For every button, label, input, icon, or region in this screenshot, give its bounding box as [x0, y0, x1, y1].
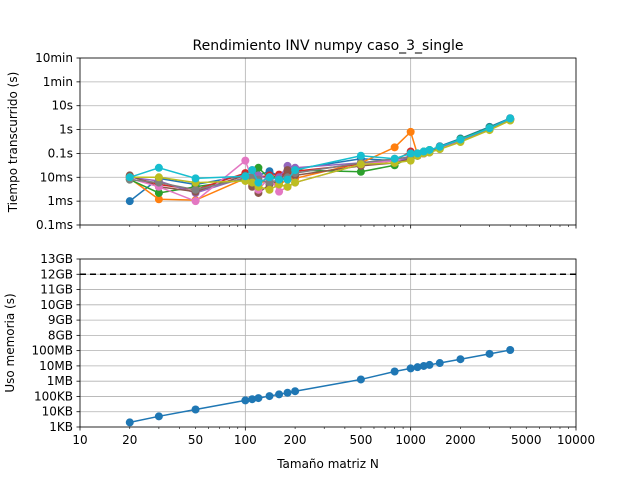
memory-data-point [265, 392, 274, 401]
data-point [154, 195, 163, 204]
memory-data-point [154, 412, 163, 421]
x-tick-label: 50 [188, 433, 203, 447]
y-tick-label: 1ms [47, 194, 73, 208]
data-point [248, 178, 257, 187]
data-point [191, 174, 200, 183]
x-tick-label: 200 [284, 433, 307, 447]
x-tick-label: 1000 [395, 433, 426, 447]
data-point [248, 166, 257, 175]
y-tick-label: 10KB [42, 405, 73, 419]
y-tick-label: 0.1s [48, 146, 73, 160]
memory-data-point [506, 346, 515, 355]
x-tick-label: 100 [234, 433, 257, 447]
memory-data-point [406, 364, 415, 373]
memory-data-point [390, 367, 399, 376]
time-plot: 0.1ms 1ms 10ms 0.1s 1s 10s 1min 10min [35, 51, 577, 232]
data-point [154, 163, 163, 172]
memory-data-point [254, 394, 263, 403]
data-point [356, 151, 365, 160]
y-tick-label: 100KB [34, 389, 73, 403]
data-point [275, 175, 284, 184]
data-point [254, 163, 263, 172]
memory-data-point [425, 360, 434, 369]
data-point [283, 182, 292, 191]
y-tick-label: 1min [43, 75, 73, 89]
data-point [413, 149, 422, 158]
chart-title: Rendimiento INV numpy caso_3_single [192, 38, 463, 54]
y-tick-label: 10GB [40, 298, 73, 312]
y-tick-label: 10ms [40, 170, 73, 184]
memory-data-point [485, 349, 494, 358]
y-tick-label: 100MB [32, 344, 74, 358]
data-point [291, 166, 300, 175]
data-point [154, 188, 163, 197]
x-tick-label: 10000 [557, 433, 595, 447]
x-tick-label: 10 [72, 433, 87, 447]
memory-data-point [275, 390, 284, 399]
data-point [425, 145, 434, 154]
memory-data-point [248, 395, 257, 404]
y-tick-label: 10min [35, 51, 73, 65]
y-axis-label-time: Tiempo transcurrido (s) [6, 72, 20, 214]
x-tick-label: 2000 [445, 433, 476, 447]
data-point [191, 185, 200, 194]
memory-data-point [435, 359, 444, 368]
data-point [254, 178, 263, 187]
x-tick-label: 5000 [511, 433, 542, 447]
x-axis-label: Tamaño matriz N [276, 457, 379, 471]
data-point [390, 143, 399, 152]
data-point [265, 185, 274, 194]
data-point [390, 154, 399, 163]
data-point [356, 167, 365, 176]
y-tick-label: 12GB [40, 267, 73, 281]
memory-data-point [413, 363, 422, 372]
data-point [506, 114, 515, 123]
y-tick-label: 9GB [48, 313, 73, 327]
data-point [356, 160, 365, 169]
data-point [485, 124, 494, 133]
x-tick-label: 20 [122, 433, 137, 447]
data-point [291, 178, 300, 187]
y-tick-label: 10MB [39, 359, 73, 373]
data-point [275, 187, 284, 196]
data-point [241, 156, 250, 165]
data-point [456, 135, 465, 144]
memory-data-point [291, 387, 300, 396]
memory-data-point [283, 388, 292, 397]
data-point [241, 172, 250, 181]
y-tick-label: 13GB [40, 252, 73, 266]
memory-data-point [456, 355, 465, 364]
memory-data-point [125, 418, 134, 427]
y-tick-label: 1MB [47, 374, 73, 388]
memory-data-point [356, 375, 365, 384]
memory-data-point [241, 396, 250, 405]
memory-plot-frame [79, 258, 577, 428]
y-axis-label-memory: Uso memoria (s) [3, 293, 17, 392]
data-point [265, 173, 274, 182]
y-tick-label: 1KB [49, 420, 73, 434]
data-point [191, 197, 200, 206]
x-tick-label: 500 [349, 433, 372, 447]
data-point [154, 173, 163, 182]
data-point [125, 173, 134, 182]
data-point [406, 127, 415, 136]
data-point [435, 142, 444, 151]
y-tick-label: 1s [59, 123, 73, 137]
y-tick-label: 8GB [48, 328, 73, 342]
data-point [283, 166, 292, 175]
memory-data-point [191, 405, 200, 414]
data-point [125, 197, 134, 206]
data-point [283, 175, 292, 184]
y-tick-label: 0.1ms [36, 218, 73, 232]
time-plot-frame [79, 57, 577, 226]
data-point [406, 149, 415, 158]
y-tick-label: 11GB [40, 283, 73, 297]
y-tick-label: 10s [51, 99, 73, 113]
data-point [406, 156, 415, 165]
